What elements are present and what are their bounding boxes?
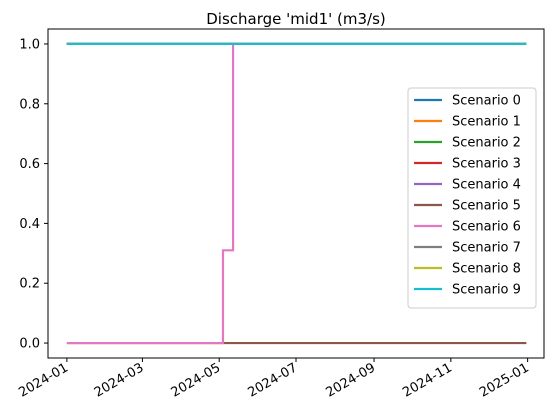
legend-label-3: Scenario 3 — [452, 157, 521, 172]
series-layer — [66, 42, 527, 345]
y-tick-label-3: 0.6 — [19, 157, 40, 172]
x-tick-label-1: 2024-03 — [92, 360, 147, 400]
y-tick-label-2: 0.4 — [19, 217, 40, 232]
x-tick-label-2: 2024-05 — [169, 360, 224, 400]
legend-label-7: Scenario 7 — [452, 241, 521, 256]
legend-label-2: Scenario 2 — [452, 136, 521, 151]
x-tick-label-6: 2025-01 — [477, 360, 532, 400]
legend-label-9: Scenario 9 — [452, 283, 521, 298]
y-tick-label-5: 1.0 — [19, 37, 40, 52]
legend-label-8: Scenario 8 — [452, 262, 521, 277]
x-tick-label-5: 2024-11 — [400, 360, 455, 400]
x-tick-label-3: 2024-07 — [245, 360, 300, 400]
y-tick-label-0: 0.0 — [19, 337, 40, 352]
chart-title: Discharge 'mid1' (m3/s) — [206, 10, 386, 28]
legend-label-5: Scenario 5 — [452, 199, 521, 214]
y-tick-label-1: 0.2 — [19, 277, 40, 292]
legend-label-4: Scenario 4 — [452, 178, 521, 193]
x-tick-label-0: 2024-01 — [16, 360, 71, 400]
legend-label-0: Scenario 0 — [452, 94, 521, 109]
legend: Scenario 0 Scenario 1 Scenario 2 Scenario 3… — [407, 87, 537, 309]
legend-label-6: Scenario 6 — [452, 220, 521, 235]
legend-label-1: Scenario 1 — [452, 115, 521, 130]
x-tick-label-4: 2024-09 — [324, 360, 379, 400]
y-tick-label-4: 0.8 — [19, 97, 40, 112]
